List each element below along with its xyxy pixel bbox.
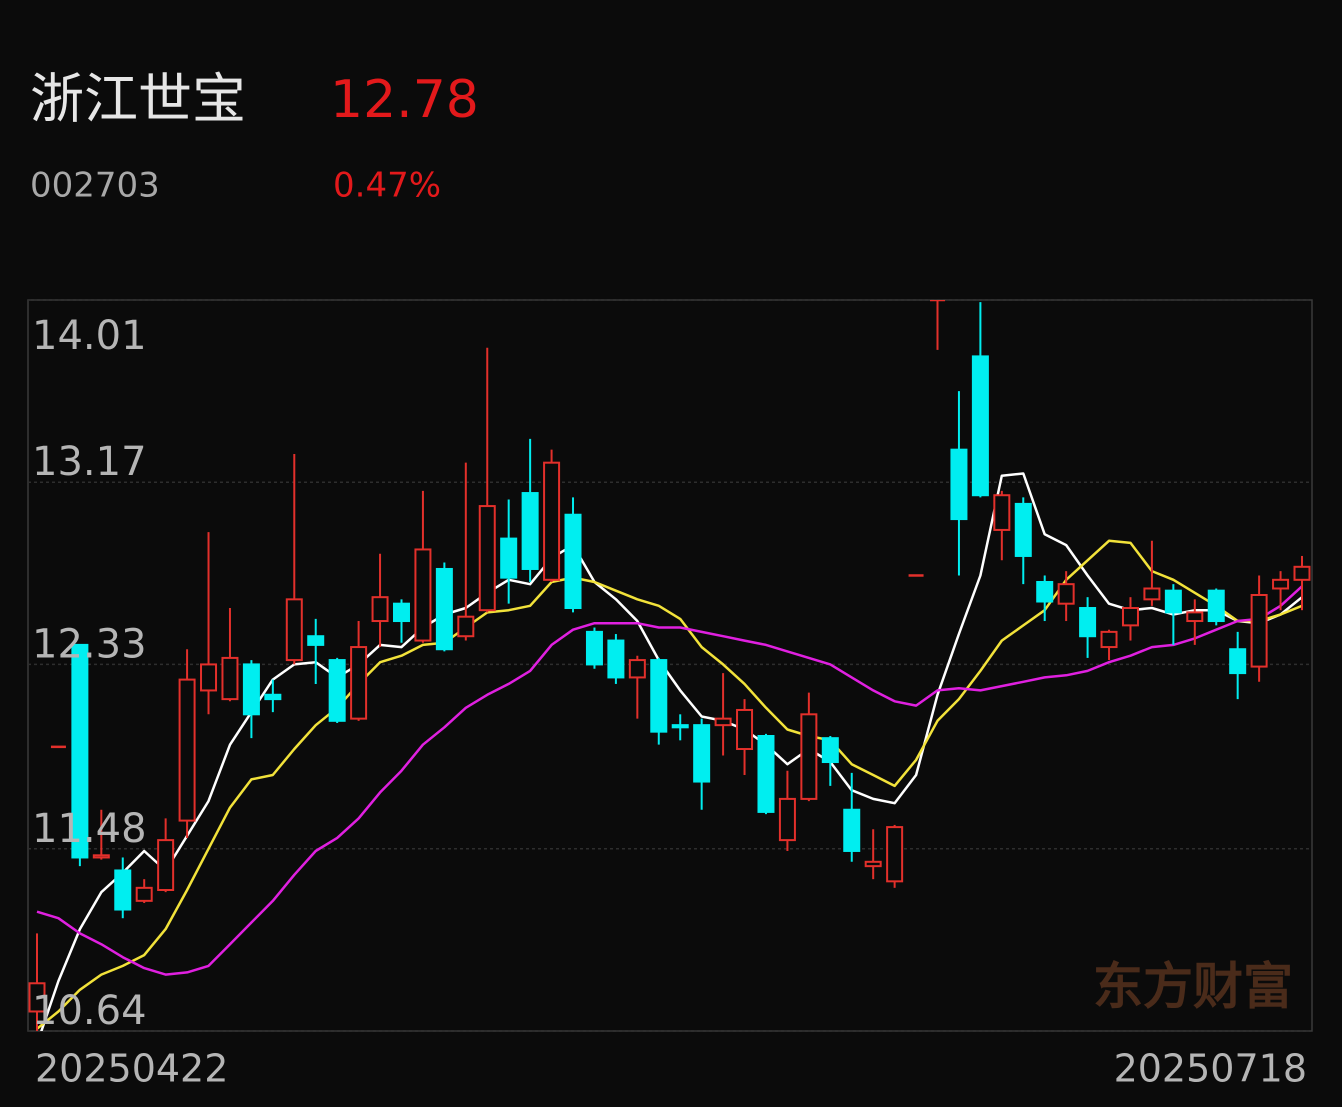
candle-body [1207, 589, 1225, 623]
candle-body [435, 567, 453, 651]
candle-body [1293, 565, 1311, 581]
candle-body [264, 693, 282, 701]
candle-body [28, 982, 46, 1013]
candle-body [350, 646, 368, 720]
candle-body [693, 724, 711, 783]
candle-body [671, 724, 689, 729]
candle-body [1186, 611, 1204, 623]
candle-body [843, 808, 861, 852]
moving-average-line [36, 585, 1303, 976]
candle-body [1079, 607, 1097, 638]
plot-area [28, 300, 1311, 1031]
candle-body [414, 548, 432, 642]
candle-body [714, 717, 732, 727]
y-tick-label: 12.33 [32, 621, 147, 667]
candle-body [800, 713, 818, 800]
candle-body [650, 659, 668, 733]
candle-body [993, 494, 1011, 531]
candle-body [1121, 607, 1139, 627]
candle-body [886, 826, 904, 883]
candle-body [114, 869, 132, 911]
candle-body [564, 513, 582, 610]
candle-body [71, 643, 89, 859]
candle-body [1100, 630, 1118, 649]
candle-body [1250, 594, 1268, 668]
candle-body [778, 797, 796, 842]
candle-body [1057, 583, 1075, 605]
candle-body [971, 355, 989, 497]
candle-body [821, 737, 839, 764]
candle-body [1164, 589, 1182, 614]
stock-code: 002703 [30, 166, 160, 206]
candle-body [500, 537, 518, 579]
grid [28, 299, 1312, 1032]
y-tick-label: 11.48 [32, 806, 147, 852]
candle-body [628, 659, 646, 679]
candle-body [328, 659, 346, 722]
x-tick-label: 20250422 [35, 1047, 228, 1091]
candle-body [478, 505, 496, 612]
candle-body [607, 639, 625, 679]
candle-body [1229, 648, 1247, 675]
labels: 14.01 13.17 12.33 11.48 10.64 20250422 2025071… [32, 313, 1307, 1091]
candle-body [392, 602, 410, 623]
stock-price: 12.78 [330, 70, 479, 130]
candle-body [242, 663, 260, 716]
moving-average-line [40, 472, 1303, 1031]
candle-body [457, 615, 475, 638]
x-tick-label: 20250718 [1114, 1047, 1307, 1091]
stock-name: 浙江世宝 [30, 68, 246, 131]
candle-body [285, 598, 303, 662]
candle-body [135, 886, 153, 902]
candle-body [307, 635, 325, 646]
candle-body [757, 734, 775, 813]
candle-body [200, 663, 218, 692]
candle-body [950, 448, 968, 521]
stock-change: 0.47% [333, 166, 441, 206]
candle-body [736, 708, 754, 751]
candle-body [157, 839, 175, 892]
watermark: 东方财富 [1093, 958, 1293, 1016]
moving-average-line [36, 539, 1303, 1030]
candle-body [585, 630, 603, 666]
candle-body [178, 678, 196, 822]
y-tick-label: 13.17 [32, 439, 147, 485]
candle-body [864, 860, 882, 868]
y-tick-label: 14.01 [32, 313, 147, 359]
candle-body [92, 854, 110, 859]
candle-body [1036, 580, 1054, 603]
candle-body [371, 596, 389, 623]
candle-body [521, 492, 539, 570]
candle-body [1014, 502, 1032, 557]
candle-body [1272, 578, 1290, 590]
candle-body [221, 656, 239, 701]
candle-body [1143, 587, 1161, 601]
candle-body [543, 461, 561, 581]
y-tick-label: 10.64 [32, 988, 147, 1034]
